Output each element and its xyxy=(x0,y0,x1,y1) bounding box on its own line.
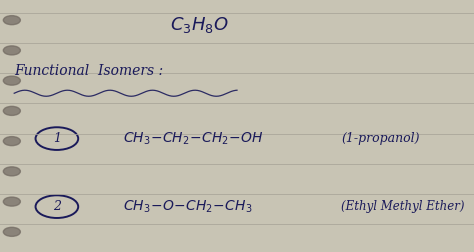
Circle shape xyxy=(3,167,20,176)
Circle shape xyxy=(3,46,20,55)
Text: (Ethyl Methyl Ether): (Ethyl Methyl Ether) xyxy=(341,200,465,213)
Text: $C_3H_8O$: $C_3H_8O$ xyxy=(170,15,228,35)
Circle shape xyxy=(3,137,20,146)
Text: 1: 1 xyxy=(53,132,61,145)
Text: 2: 2 xyxy=(53,200,61,213)
Circle shape xyxy=(3,197,20,206)
Text: $CH_3\!-\!CH_2\!-\!CH_2\!-\!OH$: $CH_3\!-\!CH_2\!-\!CH_2\!-\!OH$ xyxy=(123,130,264,147)
Circle shape xyxy=(3,106,20,115)
Text: Functional  Isomers :: Functional Isomers : xyxy=(14,64,164,78)
Circle shape xyxy=(3,16,20,25)
Text: $CH_3\!-\!O\!-\!CH_2\!-\!CH_3$: $CH_3\!-\!O\!-\!CH_2\!-\!CH_3$ xyxy=(123,198,253,215)
Text: (1-propanol): (1-propanol) xyxy=(341,132,420,145)
Circle shape xyxy=(3,227,20,236)
Circle shape xyxy=(3,76,20,85)
